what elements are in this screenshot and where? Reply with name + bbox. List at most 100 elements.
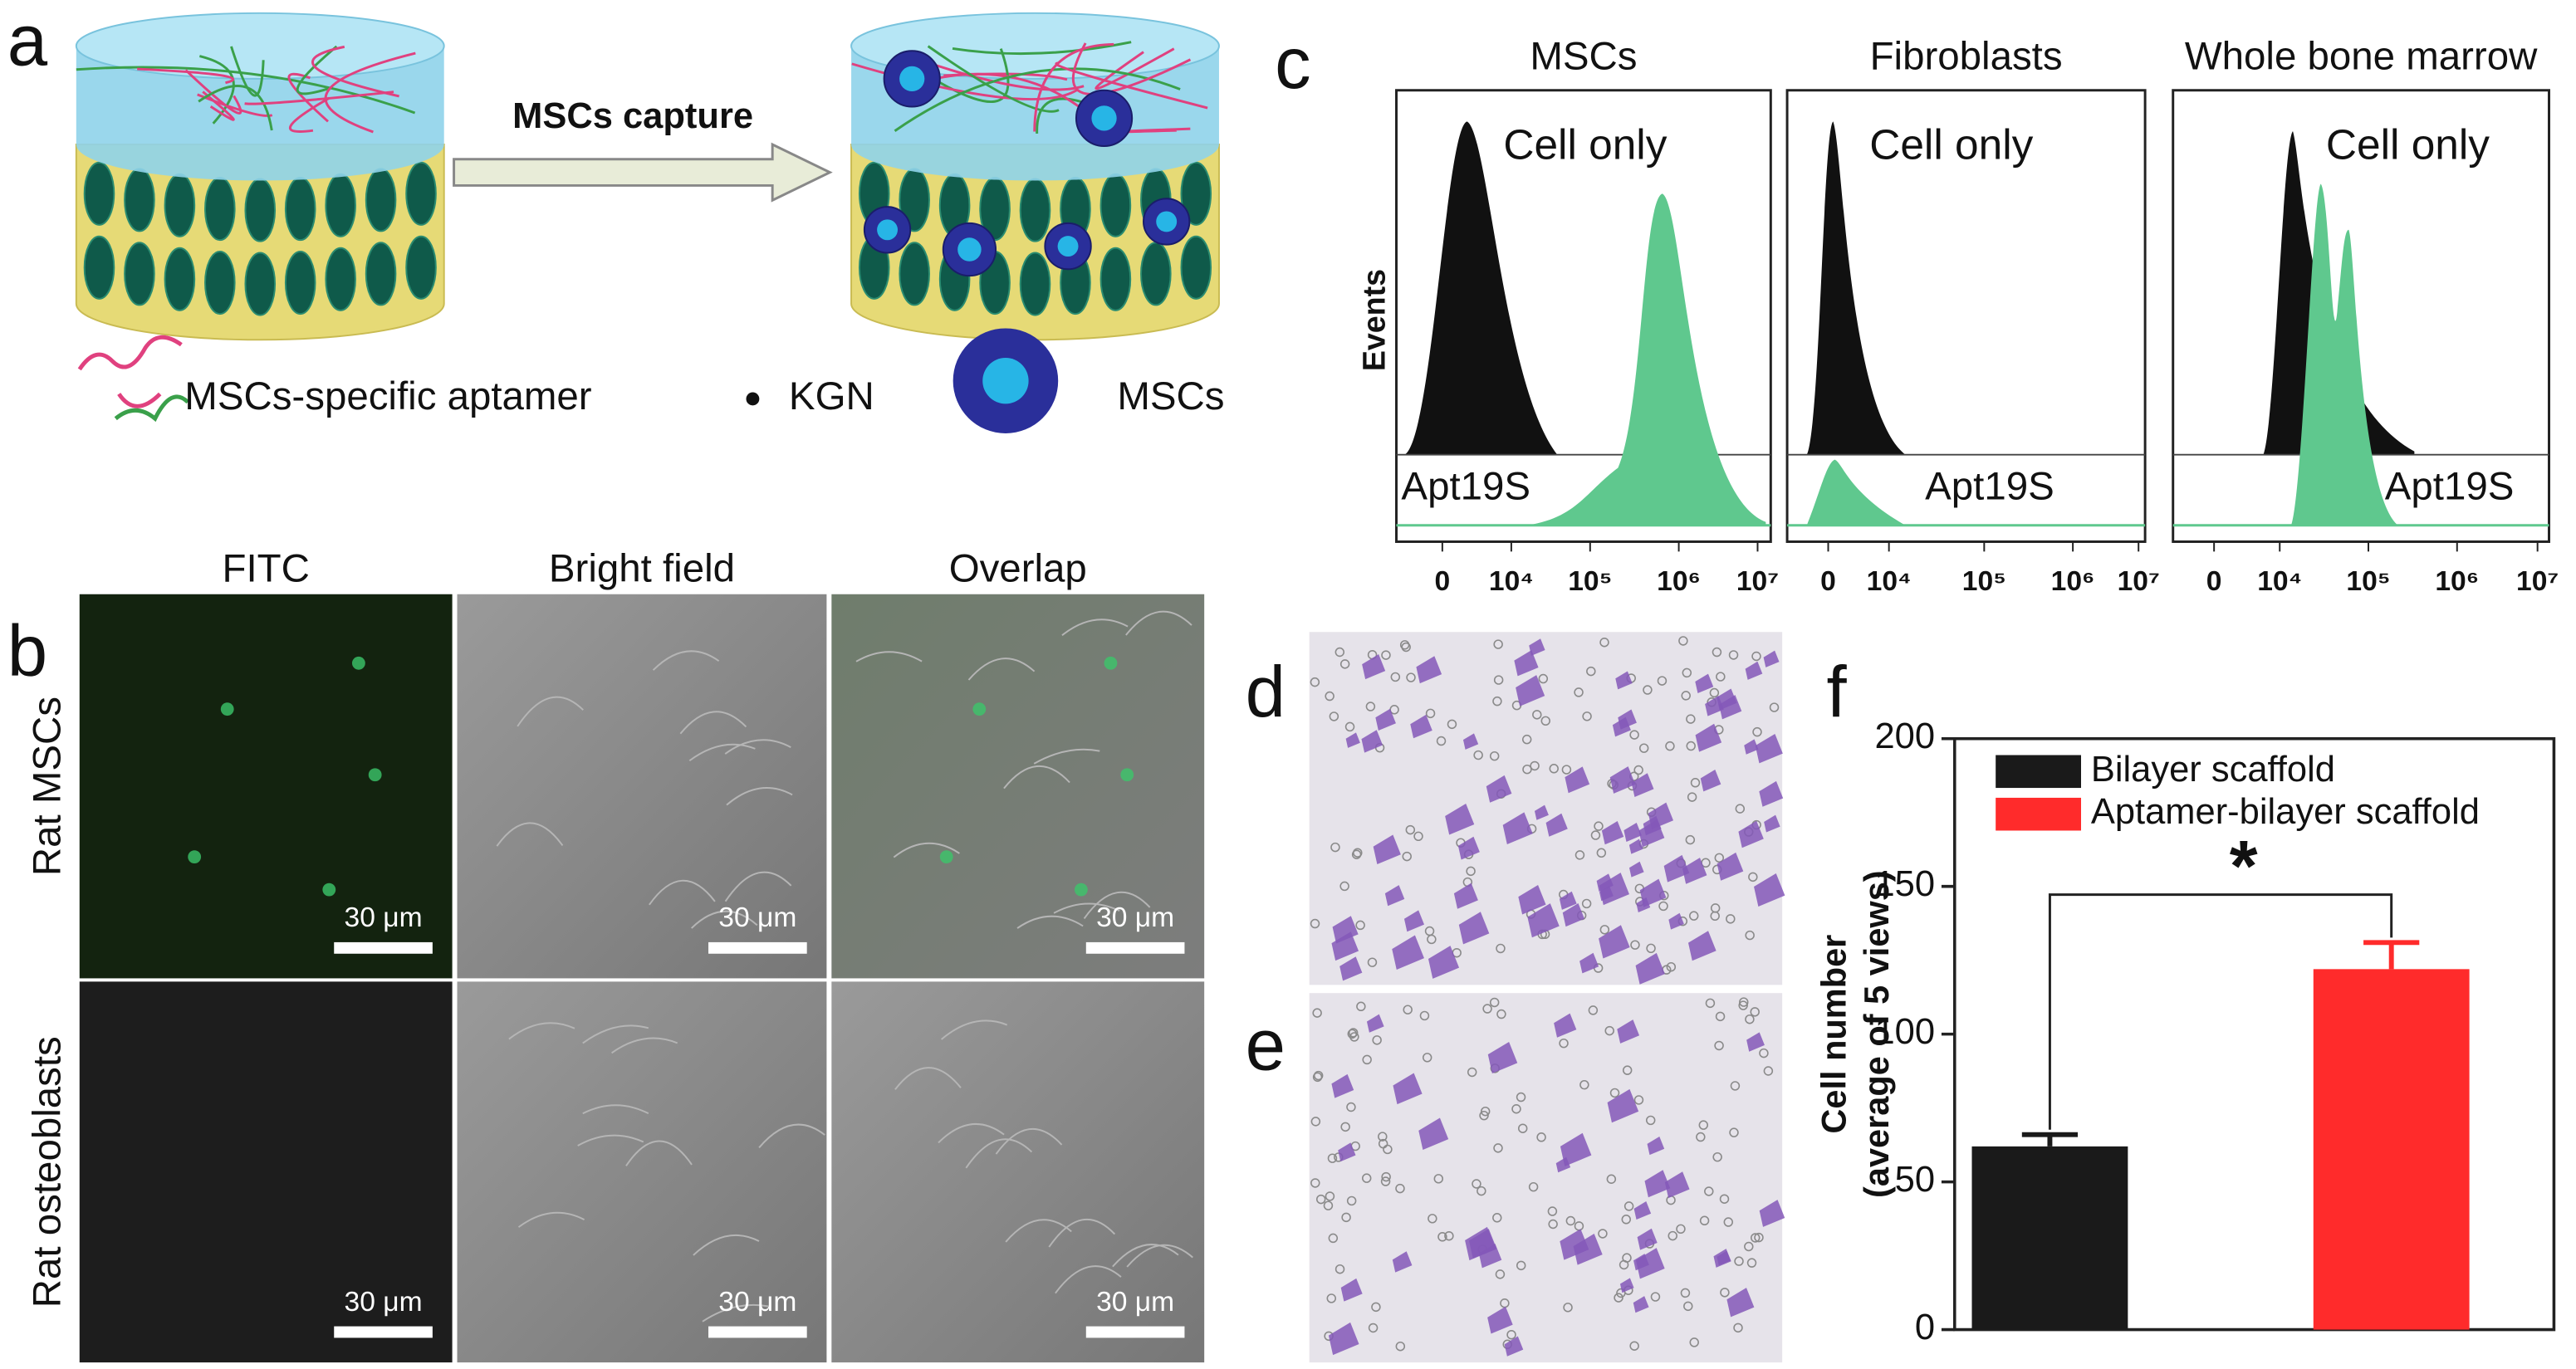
pore: [1180, 235, 1212, 300]
pore: [1180, 161, 1212, 226]
stained-cell: [1744, 739, 1759, 755]
y-tick-label: 50: [1895, 1160, 1935, 1200]
stained-cell: [1596, 873, 1614, 892]
scale-bar: [1085, 941, 1185, 954]
panel-label: f: [1827, 652, 1848, 732]
stained-cell: [1664, 1171, 1690, 1199]
pore: [1733, 1323, 1743, 1333]
pore: [164, 247, 196, 311]
pore: [1395, 1341, 1406, 1352]
pore: [1696, 1132, 1706, 1142]
pore: [1730, 1081, 1741, 1091]
x-tick-label: 10⁷: [2118, 566, 2160, 597]
cell-outline: [967, 658, 1036, 681]
pore: [1339, 659, 1350, 669]
cell-outline: [1061, 618, 1129, 637]
cell-outline: [726, 787, 793, 806]
pore: [1728, 650, 1739, 660]
pore: [325, 247, 356, 311]
stained-cell: [1392, 1251, 1413, 1273]
stained-cell: [1339, 956, 1363, 981]
fluorescent-cell: [939, 850, 953, 864]
cell-outline: [702, 1303, 769, 1323]
pore: [1310, 1178, 1320, 1188]
stained-cell: [1565, 766, 1590, 794]
stained-cell: [1695, 673, 1714, 694]
pore: [1614, 1293, 1623, 1303]
x-tick-label: 10⁴: [1867, 566, 1912, 597]
pore: [1687, 792, 1697, 802]
stained-cell: [1457, 836, 1480, 860]
micrograph: [457, 594, 827, 979]
stained-cell: [1633, 1201, 1652, 1220]
pore: [1368, 1323, 1379, 1333]
pore: [1678, 636, 1688, 646]
axes-frame: [1952, 736, 2556, 1332]
pore: [1335, 1264, 1345, 1274]
stained-cell: [1445, 803, 1475, 835]
stained-cell: [1328, 1322, 1359, 1356]
pore: [1378, 1132, 1388, 1142]
micrograph: [79, 594, 453, 979]
legend-swatch: [1996, 755, 2081, 789]
pore: [1356, 1001, 1366, 1012]
y-axis-label: Cell number: [1814, 935, 1853, 1134]
fiber: [202, 90, 235, 121]
pore: [1361, 1173, 1372, 1183]
pore: [1606, 1174, 1617, 1184]
pore: [1650, 1292, 1661, 1302]
pore: [1769, 702, 1780, 712]
pore: [1574, 850, 1585, 860]
cell-outline: [1048, 1218, 1116, 1248]
pore: [405, 161, 437, 226]
fluorescent-cell: [1104, 656, 1118, 670]
stained-cell: [1366, 1014, 1384, 1033]
fluorescent-cell: [1120, 768, 1134, 782]
pore: [365, 168, 397, 232]
cell-outline: [652, 650, 720, 671]
scale-bar: [334, 1326, 433, 1338]
pore: [1704, 1186, 1714, 1196]
stained-cell: [1601, 821, 1624, 845]
pore: [1511, 1104, 1521, 1114]
pore: [1698, 1120, 1709, 1130]
stained-cell: [1599, 925, 1630, 959]
msc-nucleus: [957, 237, 982, 262]
pore: [1402, 851, 1412, 862]
pore: [1325, 1191, 1335, 1201]
pore: [1549, 764, 1559, 774]
stained-cell: [1465, 1226, 1496, 1261]
stained-cell: [1428, 946, 1460, 979]
stained-cell: [1560, 1132, 1592, 1166]
stained-cell: [1486, 775, 1512, 803]
stained-cell: [1599, 886, 1614, 902]
pore: [1492, 1213, 1502, 1223]
cell-outline: [691, 910, 758, 929]
pore: [1517, 1123, 1528, 1133]
pore: [1682, 667, 1692, 678]
pore: [1619, 1259, 1629, 1270]
pore: [1623, 1201, 1634, 1211]
cell-outline: [1005, 1219, 1072, 1243]
pore: [1536, 1132, 1546, 1142]
pore: [1748, 872, 1758, 883]
pore: [1335, 647, 1345, 658]
stained-cell: [1638, 819, 1665, 848]
cell-outline: [1083, 891, 1151, 920]
pore: [1406, 672, 1416, 682]
x-tick-label: 0: [1435, 566, 1451, 597]
pore: [1310, 1117, 1321, 1127]
pore: [1630, 940, 1640, 950]
stained-cell: [1514, 650, 1539, 677]
fiber: [311, 45, 399, 98]
pore: [1437, 1232, 1447, 1242]
pore: [1528, 1181, 1539, 1192]
pore: [1099, 173, 1132, 237]
fluorescent-cell: [188, 850, 202, 864]
scale-bar: [708, 941, 807, 954]
pore: [1668, 1230, 1677, 1241]
pore: [1582, 711, 1592, 721]
stained-cell: [1418, 1117, 1449, 1150]
pore: [1480, 1106, 1491, 1117]
pore: [1563, 1303, 1573, 1313]
